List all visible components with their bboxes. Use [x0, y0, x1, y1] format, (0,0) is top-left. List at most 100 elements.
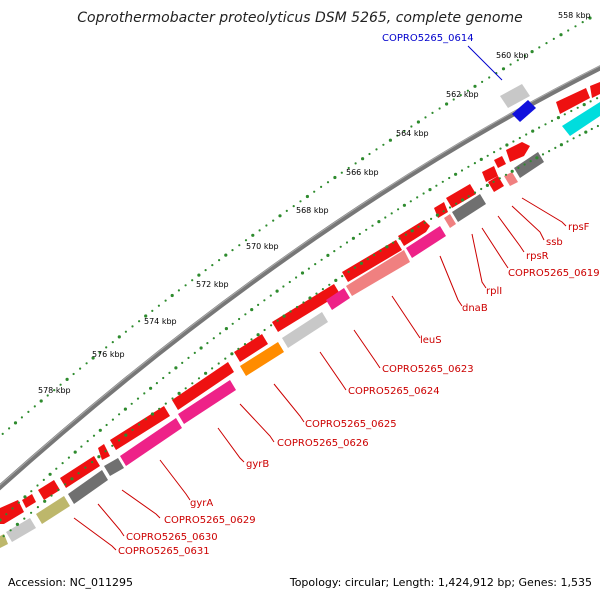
gene-feature-cyan [562, 102, 600, 136]
scale-dot [584, 130, 588, 134]
scale-dot [57, 488, 60, 492]
scale-dot [256, 333, 260, 337]
gene-label-ssb: ssb [546, 237, 563, 248]
scale-dot [59, 383, 62, 386]
scale-dot [505, 143, 509, 147]
scale-dot [77, 472, 80, 475]
gene-label-rpsf: rpsF [568, 222, 590, 233]
scale-dot [430, 217, 433, 220]
scale-dot [158, 407, 161, 410]
scale-dot [131, 428, 134, 431]
scale-dot [448, 206, 452, 209]
scale-dot [251, 233, 255, 237]
scale-dot [17, 501, 20, 504]
scale-dot [556, 116, 561, 120]
label-leader-lines [73, 45, 567, 551]
scale-dot [144, 314, 148, 318]
scale-dot [576, 106, 579, 109]
scale-dot [314, 263, 317, 266]
scale-dot [111, 444, 114, 447]
scale-dot [230, 352, 234, 356]
scale-dot [501, 67, 506, 71]
scale-dot [73, 450, 77, 454]
scale-dot [2, 535, 5, 538]
scale-dot [375, 148, 378, 151]
scale-dot [428, 188, 432, 192]
leader-line [353, 329, 381, 369]
scale-dot [105, 423, 108, 427]
scale-dot [305, 194, 309, 199]
scale-dot [541, 153, 545, 156]
scale-dot [438, 107, 441, 110]
scale-dot [552, 37, 555, 41]
scale-dot [499, 147, 502, 150]
scale-dot [313, 190, 316, 193]
scale-dot [136, 397, 140, 400]
scale-dot [231, 249, 234, 252]
scale-dot [184, 387, 187, 390]
leader-line [521, 197, 567, 227]
gene-feature [488, 176, 504, 192]
scale-dot [61, 462, 64, 465]
scale-dot [479, 157, 483, 161]
scale-dot [448, 176, 451, 180]
scale-dot [354, 162, 357, 165]
scale-dot [231, 322, 234, 325]
scale-dot [0, 518, 2, 522]
scale-dot [441, 180, 444, 183]
scale-dot [9, 529, 12, 532]
scale-dot [263, 299, 266, 302]
scale-dot [144, 418, 147, 421]
scale-tick-label: 562 kbp [446, 90, 479, 99]
scale-dot [512, 140, 515, 143]
scale-dot [53, 389, 56, 392]
scale-tick-label: 578 kbp [38, 386, 71, 395]
scale-dot [27, 410, 30, 413]
scale-dot [157, 304, 160, 307]
scale-dot [307, 267, 310, 270]
scale-dot [42, 478, 45, 481]
scale-dot [455, 202, 458, 205]
map-title: Coprothermobacter proteolyticus DSM 5265… [77, 10, 522, 26]
scale-dot [347, 166, 350, 170]
scale-dot [258, 229, 261, 232]
scale-dot [197, 273, 201, 277]
scale-dot [333, 250, 336, 253]
gene-feature [22, 494, 36, 508]
scale-dot [467, 165, 470, 168]
scale-dot [390, 212, 393, 215]
scale-dot [70, 477, 74, 481]
scale-dot [334, 278, 338, 282]
scale-dot [596, 97, 599, 100]
scale-dot [84, 466, 87, 469]
scale-dot [199, 346, 203, 350]
scale-dot [149, 386, 153, 390]
scale-dot [238, 317, 241, 321]
scale-dot [574, 25, 577, 28]
gene-feature [104, 458, 124, 476]
gene-label-copro5265-0614: COPRO5265_0614 [382, 33, 474, 44]
gene-feature [178, 380, 236, 424]
scale-dot [130, 402, 133, 405]
scale-tick-label: 572 kbp [196, 280, 229, 289]
scale-dot [404, 233, 407, 236]
gene-feature [482, 166, 498, 182]
scale-dot [50, 494, 53, 497]
gene-label-copro5265-0631: COPRO5265_0631 [118, 546, 210, 557]
scale-dot [46, 394, 49, 397]
gene-feature [0, 534, 8, 548]
scale-tick-label: 574 kbp [144, 317, 177, 326]
scale-dot [596, 124, 600, 128]
scale-dot [392, 241, 395, 244]
scale-tick-label: 568 kbp [296, 206, 329, 215]
gene-feature [346, 250, 410, 296]
scale-dot [570, 109, 573, 113]
scale-dot [333, 175, 337, 180]
scale-dot [151, 309, 154, 312]
scale-dot [164, 299, 167, 302]
scale-dot [300, 271, 305, 275]
scale-dot [460, 198, 465, 202]
outer-scale-dots [1, 16, 592, 435]
scale-dot [285, 209, 288, 212]
